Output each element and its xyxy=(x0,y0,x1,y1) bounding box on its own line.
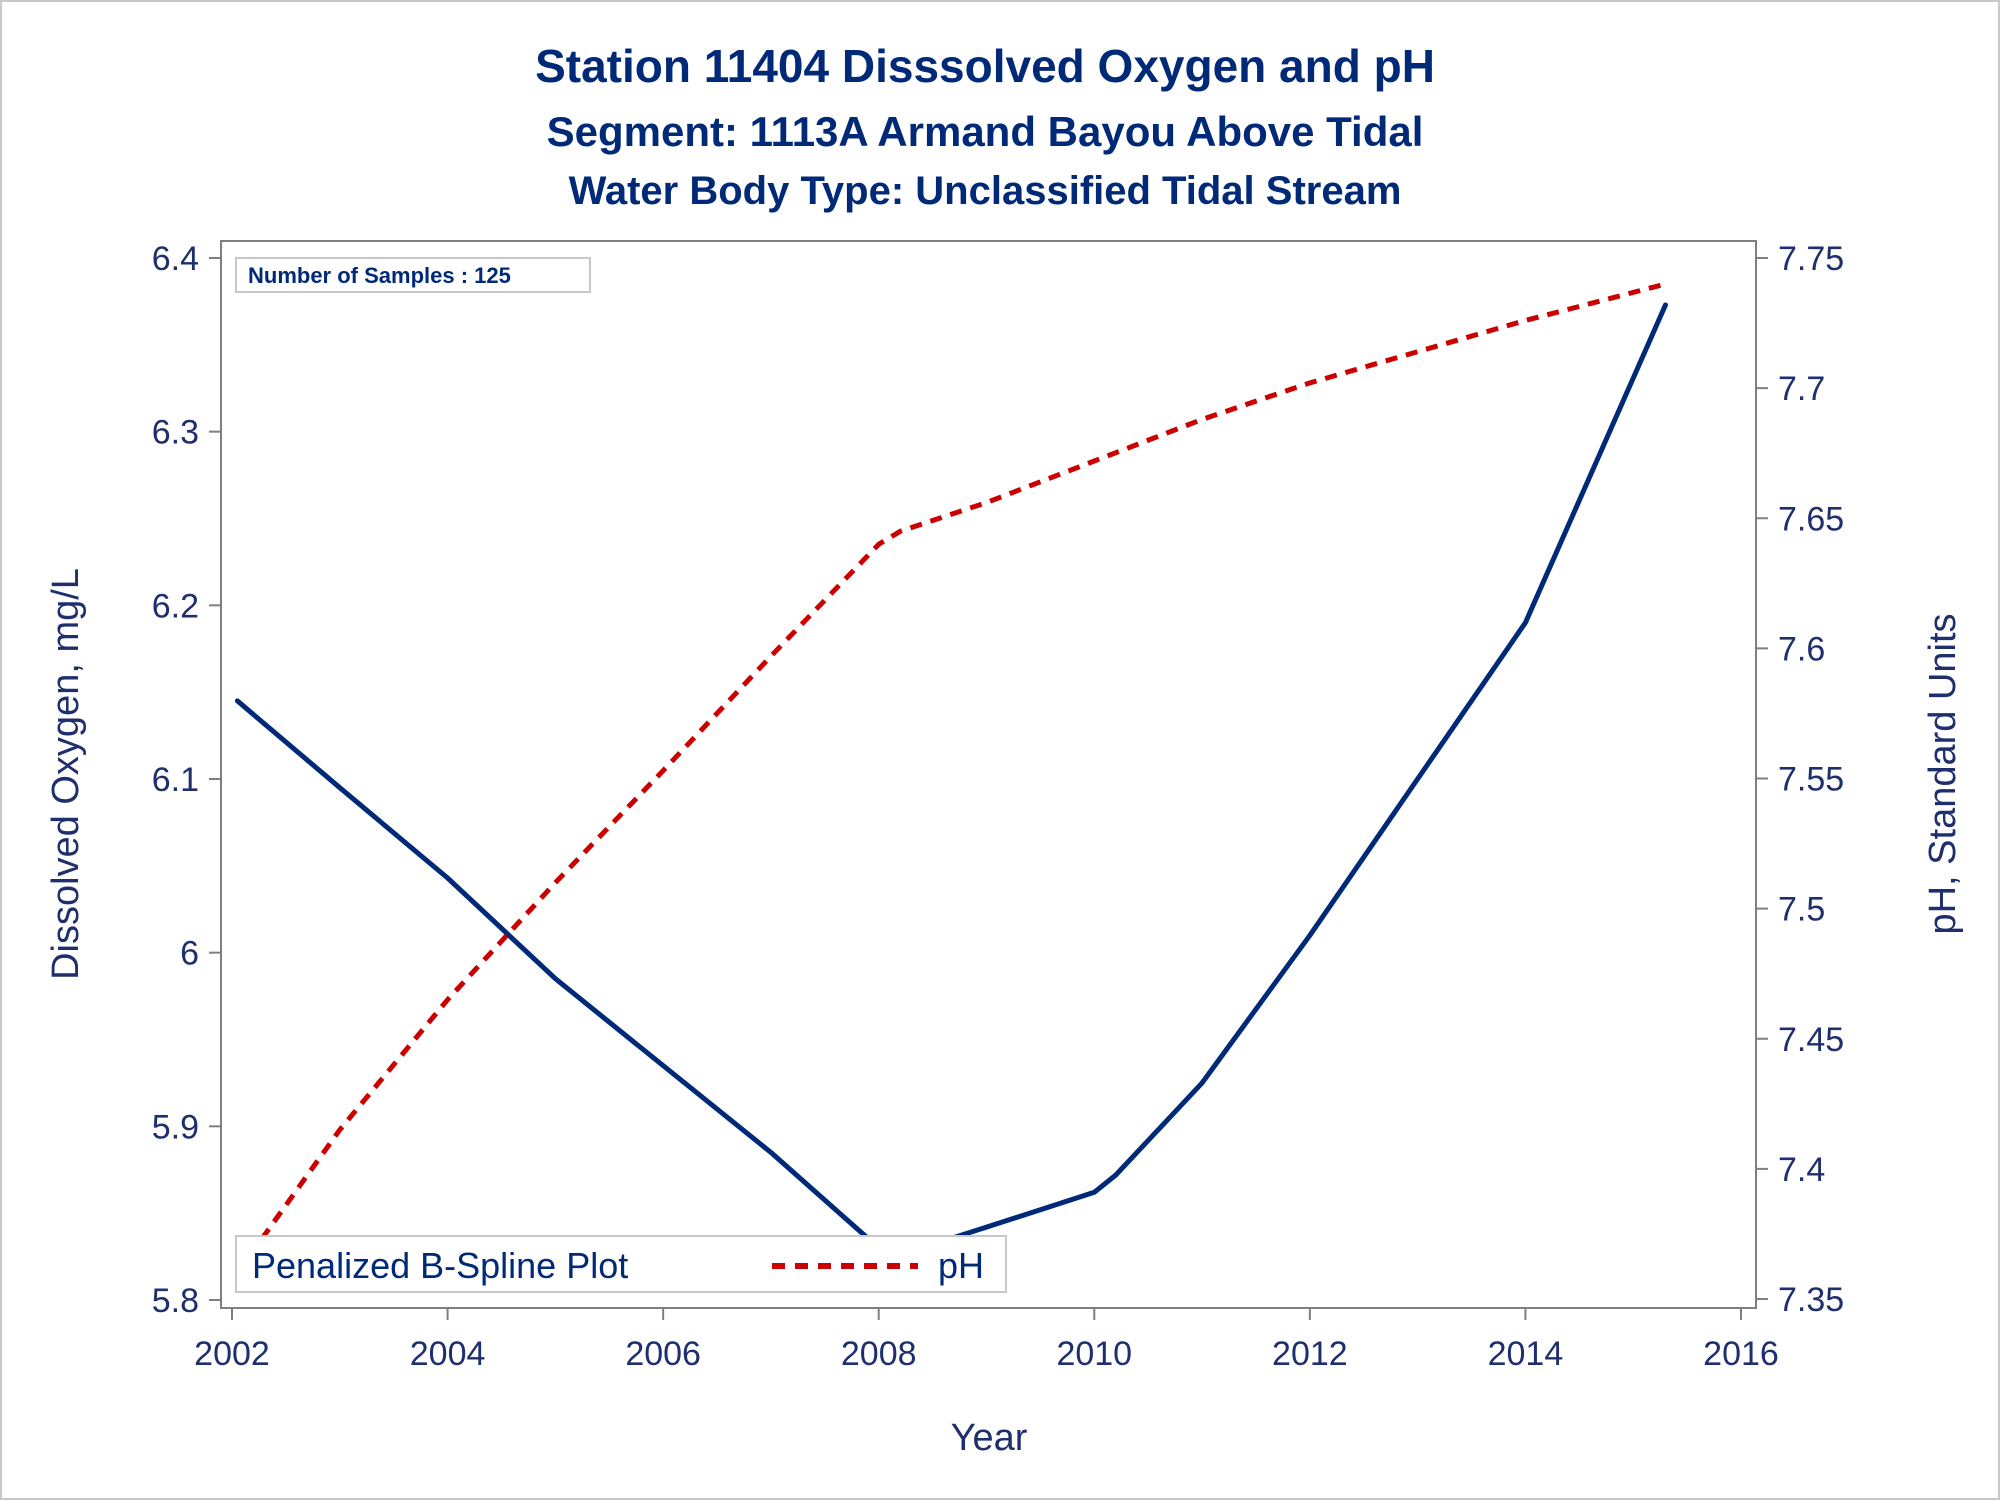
sample-count-box: Number of Samples : 125 xyxy=(235,257,591,293)
y-left-tick-label: 6 xyxy=(180,935,199,973)
y-left-tick-label: 6.2 xyxy=(152,587,199,625)
ph-series-line xyxy=(235,281,1667,1275)
sample-count-text: Number of Samples : 125 xyxy=(248,263,511,288)
y-right-tick-label: 7.6 xyxy=(1778,630,1825,668)
y-right-tick-label: 7.5 xyxy=(1778,891,1825,929)
legend-title: Penalized B-Spline Plot xyxy=(252,1245,628,1286)
x-tick-label: 2010 xyxy=(1056,1335,1132,1373)
y-left-tick-label: 6.1 xyxy=(152,761,199,799)
y-axis-left-label: Dissolved Oxygen, mg/L xyxy=(45,568,87,980)
plot-area xyxy=(220,240,1757,1309)
x-axis-label: Year xyxy=(951,1417,1028,1459)
y-left-tick-label: 6.3 xyxy=(152,414,199,452)
chart-title: Station 11404 Disssolved Oxygen and pH xyxy=(535,40,1435,92)
x-tick-label: 2006 xyxy=(625,1335,701,1373)
y-right-tick-label: 7.65 xyxy=(1778,500,1844,538)
y-right-tick-label: 7.75 xyxy=(1778,240,1844,278)
y-axis-left: 5.8 5.9 6 6.1 6.2 6.3 6.4 xyxy=(152,240,221,1320)
x-tick-label: 2016 xyxy=(1703,1335,1779,1373)
chart-subtitle: Segment: 1113A Armand Bayou Above Tidal xyxy=(547,108,1424,155)
legend-ph-label: pH xyxy=(938,1245,984,1286)
y-left-tick-label: 6.4 xyxy=(152,240,199,278)
x-tick-label: 2014 xyxy=(1488,1335,1564,1373)
y-left-tick-label: 5.8 xyxy=(152,1282,199,1320)
y-right-tick-label: 7.55 xyxy=(1778,761,1844,799)
y-right-tick-label: 7.45 xyxy=(1778,1021,1844,1059)
chart-subtitle-2: Water Body Type: Unclassified Tidal Stre… xyxy=(569,169,1402,213)
y-right-tick-label: 7.7 xyxy=(1778,370,1825,408)
y-left-tick-label: 5.9 xyxy=(152,1108,199,1146)
x-tick-label: 2004 xyxy=(410,1335,486,1373)
legend: Penalized B-Spline Plot pH xyxy=(235,1235,1007,1293)
x-tick-label: 2008 xyxy=(841,1335,917,1373)
y-axis-right: 7.35 7.4 7.45 7.5 7.55 7.6 7.65 7.7 7.75 xyxy=(1756,240,1844,1319)
x-axis: 2002 2004 2006 2008 2010 2012 2014 2016 xyxy=(194,1308,1779,1373)
y-right-tick-label: 7.4 xyxy=(1778,1151,1825,1189)
x-tick-label: 2012 xyxy=(1272,1335,1348,1373)
x-tick-label: 2002 xyxy=(194,1335,270,1373)
y-axis-right-label: pH, Standard Units xyxy=(1922,613,1964,934)
y-right-tick-label: 7.35 xyxy=(1778,1281,1844,1319)
